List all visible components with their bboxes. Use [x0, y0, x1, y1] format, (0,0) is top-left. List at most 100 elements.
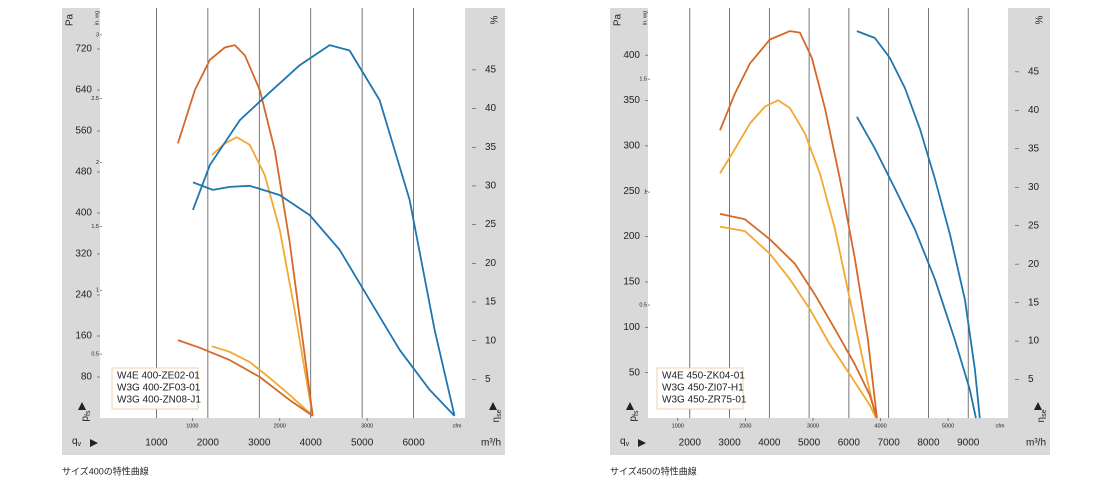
legend-box — [111, 367, 199, 410]
caption: サイズ400の特性曲線 — [62, 465, 149, 476]
x-tick-label: 5000 — [351, 438, 374, 449]
efficiency-curve — [719, 99, 877, 419]
y3-tick-label: 2.5 — [91, 96, 99, 102]
y2-tick-label: 20 — [485, 258, 497, 269]
x-tick-label: 6000 — [838, 438, 861, 449]
efficiency-label-main: η — [491, 417, 502, 423]
efficiency-label-sub: se — [496, 409, 503, 417]
arrow — [78, 402, 86, 410]
x2-axis-label: cfm — [453, 423, 462, 429]
y2-tick-label: 5 — [1028, 374, 1034, 385]
flow-label-sub: v — [626, 441, 630, 448]
y-tick-label: 160 — [75, 331, 92, 342]
y-tick-label: 320 — [75, 249, 92, 260]
y3-axis-label: in. wg — [642, 11, 648, 25]
x-tick-label: 2000 — [197, 438, 220, 449]
y2-tick-label: 40 — [485, 103, 497, 114]
y2-tick-label: 30 — [1028, 182, 1040, 193]
y-tick-label: 150 — [623, 277, 640, 288]
y2-tick-label: 35 — [1028, 143, 1040, 154]
x-axis-label: m³/h — [481, 438, 501, 449]
arrow — [1034, 402, 1042, 410]
y2-tick-label: 5 — [485, 374, 491, 385]
pressure-label-sub: fs — [633, 410, 640, 416]
efficiency-curve — [177, 44, 314, 416]
arrow — [638, 439, 646, 447]
y3-tick-label: 1.5 — [639, 77, 647, 83]
y2-axis-label: % — [490, 15, 501, 24]
pressure-label-sub: fs — [85, 410, 92, 416]
y2-tick-label: 10 — [485, 335, 497, 346]
x2-axis-label: cfm — [996, 423, 1005, 429]
y-tick-label: 300 — [623, 141, 640, 152]
flow-label-main: q — [72, 436, 78, 447]
y3-tick-label: 0.5 — [639, 303, 647, 309]
x-tick-label: 6000 — [402, 438, 425, 449]
y3-axis-label: in. wg — [94, 11, 100, 25]
flow-label: qv — [72, 436, 82, 448]
x2-tick-label: 4000 — [874, 423, 886, 429]
y2-tick-label: 15 — [1028, 297, 1040, 308]
x2-tick-label: 3000 — [361, 423, 373, 429]
y3-tick-label: 1 — [96, 288, 99, 294]
x-tick-label: 4000 — [758, 438, 781, 449]
x-tick-label: 3000 — [718, 438, 741, 449]
efficiency-label-sub: se — [1041, 409, 1048, 417]
y2-tick-label: 10 — [1028, 336, 1040, 347]
y2-tick-label: 45 — [1028, 66, 1040, 77]
y-tick-label: 640 — [75, 85, 92, 96]
plot-area — [100, 8, 465, 418]
x2-tick-label: 1000 — [672, 423, 684, 429]
arrow — [626, 402, 634, 410]
arrow — [489, 402, 497, 410]
legend-entry: W3G 450-ZI07-H1 — [662, 383, 744, 394]
y-tick-label: 100 — [623, 322, 640, 333]
caption: サイズ450の特性曲線 — [610, 465, 697, 476]
x2-tick-label: 2000 — [739, 423, 751, 429]
flow-label: qv — [620, 436, 630, 448]
plot-area — [648, 8, 1008, 418]
axis-strip-right — [465, 8, 505, 455]
x-tick-label: 9000 — [957, 438, 980, 449]
y3-tick-label: 1.5 — [91, 224, 99, 230]
x-tick-label: 1000 — [145, 438, 168, 449]
efficiency-label: ηse — [1036, 409, 1048, 422]
y-tick-label: 80 — [81, 372, 93, 383]
pressure-curve — [177, 339, 314, 417]
y-tick-label: 250 — [623, 186, 640, 197]
efficiency-curve — [211, 136, 314, 416]
y2-tick-label: 30 — [485, 181, 497, 192]
y-tick-label: 400 — [623, 50, 640, 61]
pressure-curve — [719, 225, 877, 419]
y2-tick-label: 25 — [485, 219, 497, 230]
legend-entry: W4E 400-ZE02-01 — [117, 371, 200, 382]
efficiency-curve — [192, 44, 456, 416]
y-tick-label: 240 — [75, 290, 92, 301]
y2-tick-label: 40 — [1028, 105, 1040, 116]
axis-strip-right — [1008, 8, 1050, 455]
x2-tick-label: 3000 — [807, 423, 819, 429]
arrow — [90, 439, 98, 447]
y2-axis-label: % — [1035, 15, 1046, 24]
legend-entry: W3G 400-ZN08-J1 — [117, 395, 201, 406]
x-tick-label: 5000 — [798, 438, 821, 449]
legend-entry: W3G 450-ZR75-01 — [662, 395, 747, 406]
pressure-curve — [211, 345, 314, 417]
y-tick-label: 720 — [75, 44, 92, 55]
y-axis-label: Pa — [65, 13, 76, 26]
x-tick-label: 4000 — [300, 438, 323, 449]
x2-tick-label: 5000 — [942, 423, 954, 429]
x-tick-label: 8000 — [917, 438, 940, 449]
pressure-curve — [192, 181, 456, 417]
pressure-label-main: p — [628, 416, 639, 422]
axis-strip-left — [62, 8, 100, 455]
pressure-label: pfs — [80, 410, 92, 422]
pressure-curve — [719, 213, 878, 419]
x-axis-label: m³/h — [1026, 438, 1046, 449]
y2-tick-label: 45 — [485, 65, 497, 76]
y3-tick-label: 3 — [96, 32, 99, 38]
y-tick-label: 400 — [75, 208, 92, 219]
y2-tick-label: 15 — [485, 297, 497, 308]
axis-strip-bottom — [62, 418, 505, 455]
